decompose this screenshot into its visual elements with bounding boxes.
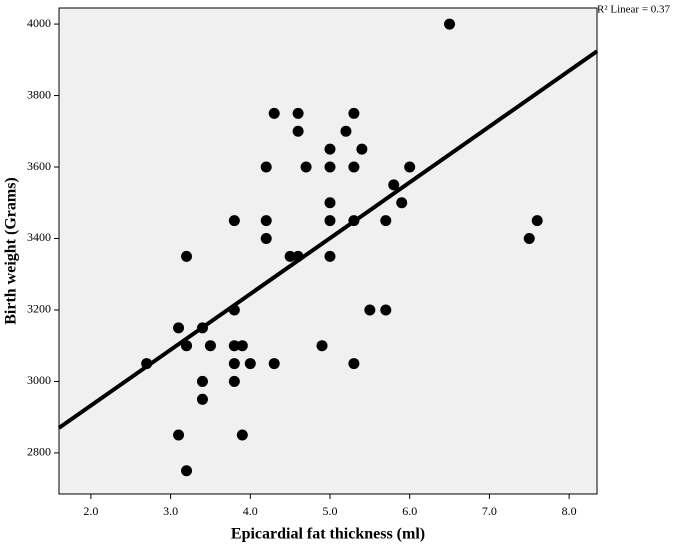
point <box>348 107 360 119</box>
y-tick-label: 3800 <box>27 87 51 101</box>
point <box>380 304 392 316</box>
y-tick-label: 3200 <box>27 302 51 316</box>
point <box>181 250 193 262</box>
x-tick-label: 2.0 <box>83 504 98 518</box>
point <box>292 125 304 137</box>
point <box>380 215 392 227</box>
y-tick-label: 4000 <box>27 16 51 30</box>
x-tick-label: 8.0 <box>562 504 577 518</box>
point <box>228 358 240 370</box>
y-tick-label: 3000 <box>27 373 51 387</box>
point <box>324 197 336 209</box>
point <box>196 375 208 387</box>
point <box>228 340 240 352</box>
point <box>364 304 376 316</box>
point <box>284 250 296 262</box>
y-tick-label: 3400 <box>27 230 51 244</box>
point <box>300 161 312 173</box>
point <box>260 215 272 227</box>
point <box>348 358 360 370</box>
point <box>324 161 336 173</box>
point <box>228 375 240 387</box>
point <box>244 358 256 370</box>
x-tick-label: 4.0 <box>243 504 258 518</box>
y-tick-label: 3600 <box>27 159 51 173</box>
point <box>348 161 360 173</box>
point <box>204 340 216 352</box>
point <box>324 143 336 155</box>
point <box>268 107 280 119</box>
x-tick-label: 7.0 <box>482 504 497 518</box>
point <box>268 358 280 370</box>
fit-line <box>57 49 599 430</box>
point <box>316 340 328 352</box>
point <box>388 179 400 191</box>
point <box>173 429 185 441</box>
point <box>340 125 352 137</box>
x-tick-label: 6.0 <box>402 504 417 518</box>
point <box>196 393 208 405</box>
point <box>324 250 336 262</box>
point <box>404 161 416 173</box>
plot-area <box>58 7 598 495</box>
point <box>260 232 272 244</box>
point <box>292 107 304 119</box>
point <box>356 143 368 155</box>
x-tick-label: 5.0 <box>322 504 337 518</box>
annotation: R² Linear = 0.37 <box>597 4 671 16</box>
point <box>523 232 535 244</box>
x-axis-title: Epicardial fat thickness (ml) <box>231 526 425 543</box>
point <box>260 161 272 173</box>
point <box>236 429 248 441</box>
x-tick-label: 3.0 <box>163 504 178 518</box>
point <box>444 18 456 30</box>
point <box>396 197 408 209</box>
point <box>236 340 248 352</box>
point <box>228 215 240 227</box>
y-axis-title: Birth weight (Grams) <box>3 177 20 325</box>
point <box>324 215 336 227</box>
point <box>531 215 543 227</box>
y-tick-label: 2800 <box>27 445 51 459</box>
point <box>181 465 193 477</box>
point <box>173 322 185 334</box>
